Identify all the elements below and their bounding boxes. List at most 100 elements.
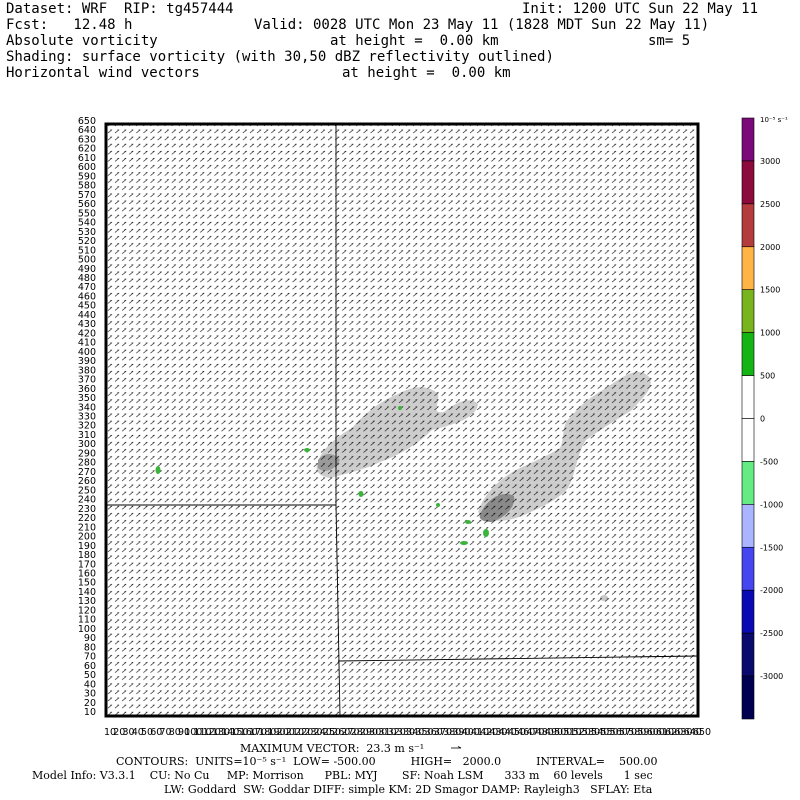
x-tick-label: 100 [184,727,202,738]
colorbar-swatch [741,675,755,720]
colorbar-label: -2500 [760,629,783,638]
y-tick-label: 10 [84,707,96,718]
colorbar-label: -1500 [760,543,783,552]
y-tick-label: 650 [78,116,96,127]
x-tick-label: 150 [230,727,248,738]
x-tick-label: 380 [443,727,461,738]
y-tick-label: 40 [84,679,96,690]
y-tick-label: 270 [78,467,96,478]
x-tick-label: 340 [406,727,424,738]
y-tick-label: 310 [78,430,96,441]
y-tick-label: 420 [78,328,96,339]
x-tick-label: 620 [665,727,683,738]
x-tick-label: 530 [582,727,600,738]
x-tick-label: 300 [369,727,387,738]
x-tick-label: 480 [536,727,554,738]
smoothing-label: sm= 5 [648,33,691,49]
vorticity-spot [436,503,440,507]
x-tick-label: 120 [203,727,221,738]
x-tick-label: 250 [323,727,341,738]
vorticity-spot [304,448,310,452]
x-tick-label: 630 [674,727,692,738]
colorbar-swatch [741,504,755,548]
x-tick-label: 490 [545,727,563,738]
field-height-label: at height = 0.00 km [330,33,499,49]
y-tick-label: 480 [78,273,96,284]
field-name-label: Absolute vorticity [6,33,158,49]
y-tick-label: 300 [78,439,96,450]
vorticity-spot [465,520,471,524]
x-tick-label: 310 [378,727,396,738]
x-tick-label: 470 [526,727,544,738]
y-tick-label: 110 [78,615,96,626]
y-tick-label: 130 [78,596,96,607]
x-tick-label: 350 [415,727,433,738]
x-tick-label: 190 [267,727,285,738]
x-tick-label: 520 [573,727,591,738]
y-tick-label: 90 [84,633,96,644]
vectors-name-label: Horizontal wind vectors [6,65,200,81]
x-tick-label: 390 [452,727,470,738]
y-tick-label: 120 [78,605,96,616]
forecast-hour-label: Fcst: 12.48 h [6,17,133,33]
y-tick-label: 550 [78,208,96,219]
colorbar-swatch [741,461,755,505]
colorbar-swatch [741,418,755,462]
x-tick-label: 570 [619,727,637,738]
colorbar-label: -3000 [760,672,783,681]
model-physics-label: LW: Goddard SW: Goddar DIFF: simple KM: … [164,783,653,796]
colorbar-units: 10⁻⁵ s⁻¹ [760,116,788,124]
y-tick-label: 510 [78,245,96,256]
y-tick-label: 630 [78,134,96,145]
x-tick-label: 400 [462,727,480,738]
x-tick-label: 160 [240,727,258,738]
x-tick-label: 450 [508,727,526,738]
vorticity-spot [398,406,402,410]
x-tick-label: 540 [591,727,609,738]
x-tick-label: 610 [656,727,674,738]
colorbar: 3000 2500 2000 1500 1000 500 0 -500 -1000 -1500 -2… [741,116,788,720]
boundary-line [337,655,699,662]
wind-vector-field [106,124,698,716]
plot-frame [104,122,700,718]
y-tick-label: 540 [78,218,96,229]
colorbar-label: -500 [760,457,778,466]
y-tick-label: 490 [78,264,96,275]
x-tick-label: 550 [600,727,618,738]
y-tick-label: 50 [84,670,96,681]
reference-vector-arrow [451,746,462,749]
x-tick-label: 20 [113,727,125,738]
x-tick-label: 580 [628,727,646,738]
y-tick-label: 370 [78,375,96,386]
y-tick-label: 590 [78,171,96,182]
y-tick-label: 530 [78,227,96,238]
x-tick-label: 290 [360,727,378,738]
colorbar-swatch [741,246,755,291]
y-tick-label: 140 [78,587,96,598]
y-tick-label: 520 [78,236,96,247]
y-tick-label: 440 [78,310,96,321]
colorbar-label: 0 [760,415,765,424]
x-tick-label: 130 [212,727,230,738]
y-tick-label: 210 [78,522,96,533]
colorbar-swatch [741,203,755,248]
colorbar-swatch [741,289,755,333]
y-tick-label: 280 [78,458,96,469]
x-tick-label: 50 [141,727,153,738]
x-tick-label: 650 [693,727,711,738]
x-tick-label: 560 [610,727,628,738]
y-tick-label: 320 [78,421,96,432]
x-tick-label: 220 [295,727,313,738]
x-axis-ticks: 1020304050607080901001101201301401501601… [104,727,711,738]
x-tick-label: 500 [554,727,572,738]
y-tick-label: 600 [78,162,96,173]
colorbar-swatch [741,546,755,591]
y-tick-label: 330 [78,412,96,423]
x-tick-label: 70 [159,727,171,738]
x-tick-label: 110 [193,727,211,738]
dataset-label: Dataset: WRF RIP: tg457444 [6,1,234,17]
y-tick-label: 230 [78,504,96,515]
vorticity-spot [460,541,468,545]
x-tick-label: 170 [249,727,267,738]
